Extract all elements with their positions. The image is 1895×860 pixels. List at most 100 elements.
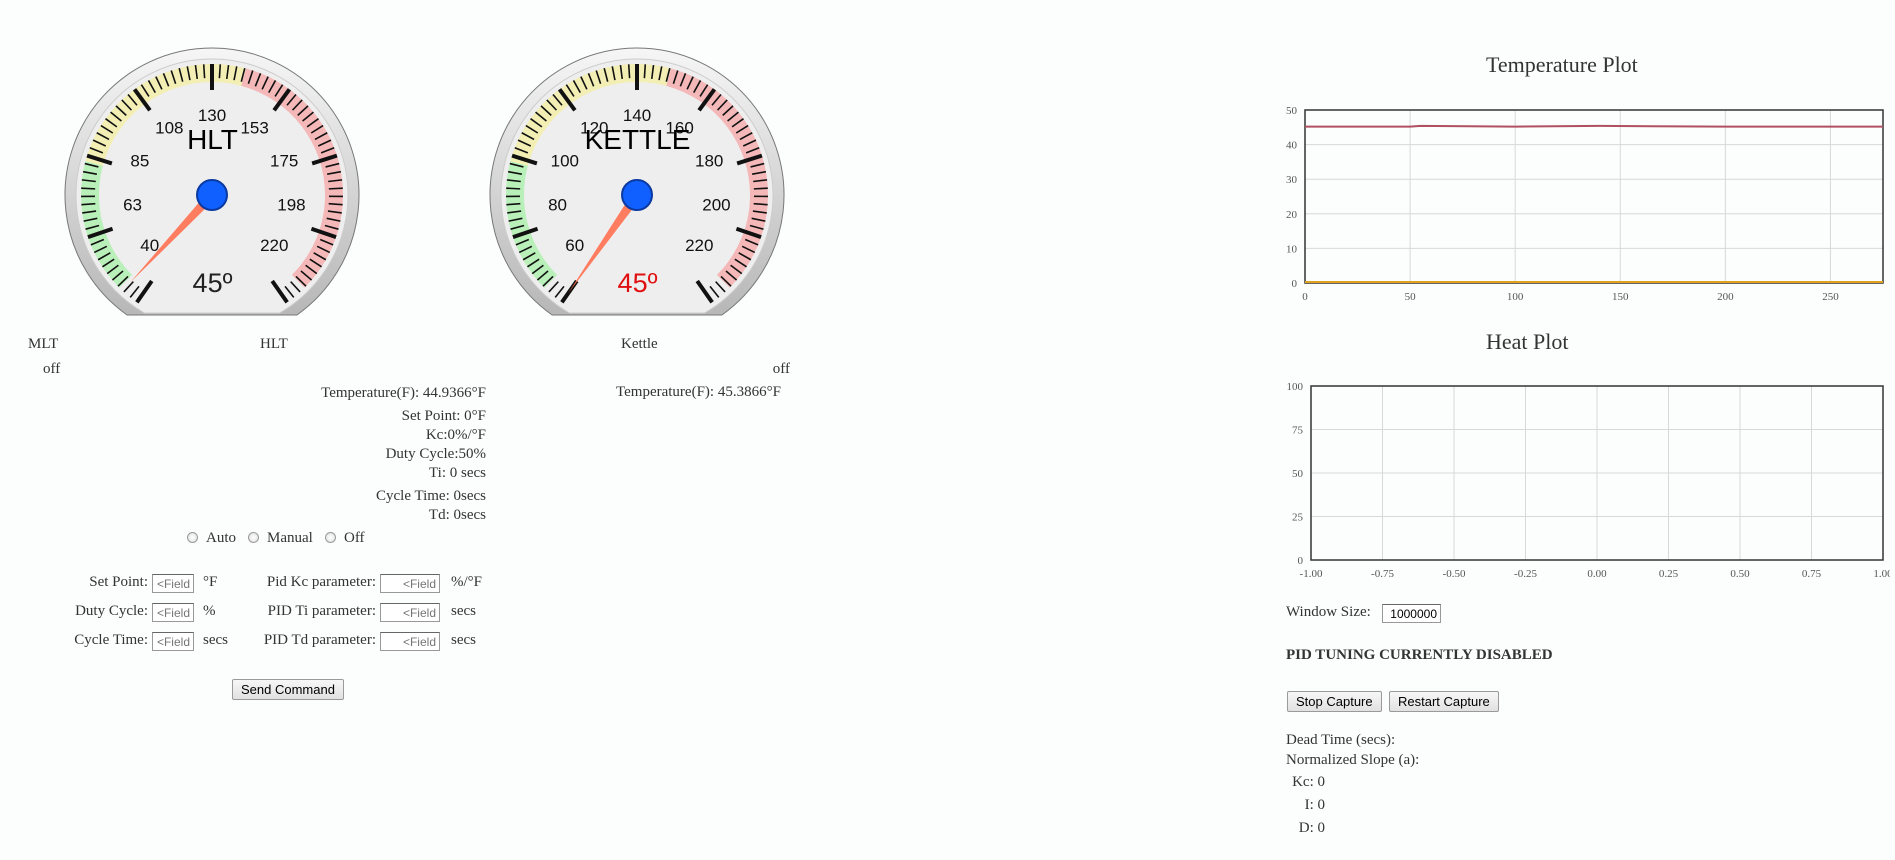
gauge-minor-tick — [302, 111, 314, 122]
y-tick-label: 0 — [1298, 555, 1304, 567]
gauge-minor-tick — [105, 118, 118, 128]
gauge-minor-tick — [317, 139, 332, 147]
y-tick-label: 10 — [1286, 243, 1298, 255]
hlt-gauge-title: HLT — [187, 124, 238, 155]
gauge-minor-tick — [709, 285, 720, 298]
gauge-minor-tick — [699, 84, 709, 97]
gauge-minor-tick — [140, 84, 150, 97]
gauge-tick-label: 85 — [130, 151, 149, 170]
gauge-minor-tick — [96, 132, 110, 141]
gauge-minor-tick — [517, 139, 532, 147]
gauge-minor-tick — [233, 66, 238, 81]
duty-cycle-input[interactable] — [152, 603, 194, 622]
gauge-minor-tick — [611, 66, 616, 81]
gauge-minor-tick — [284, 285, 295, 298]
mlt-label: MLT — [28, 336, 59, 352]
restart-capture-button[interactable]: Restart Capture — [1389, 691, 1499, 712]
x-tick-label: 0.50 — [1730, 568, 1750, 580]
gauge-minor-tick — [741, 245, 756, 254]
gauge-red-zone — [716, 195, 768, 288]
window-size-input[interactable] — [1382, 604, 1441, 623]
gauge-minor-tick — [507, 210, 522, 214]
hlt-kc: Kc:0%/°F — [425, 427, 486, 443]
gauge-minor-tick — [83, 217, 98, 222]
x-tick-label: 0.25 — [1659, 568, 1679, 580]
gauge-minor-tick — [90, 238, 105, 246]
send-command-button[interactable]: Send Command — [232, 679, 344, 700]
mode-auto-radio[interactable] — [187, 532, 198, 543]
gauge-minor-tick — [326, 170, 342, 175]
hlt-ti: Ti: 0 secs — [429, 465, 486, 481]
gauge-minor-tick — [565, 84, 575, 97]
x-tick-label: 50 — [1405, 291, 1417, 303]
y-tick-label: 50 — [1286, 105, 1298, 117]
x-tick-label: 0.75 — [1802, 568, 1822, 580]
set-point-unit: °F — [203, 574, 218, 590]
gauge-tick-label: 220 — [685, 236, 713, 255]
gauge-minor-tick — [92, 139, 107, 147]
cycle-time-input[interactable] — [152, 632, 194, 651]
temperature-plot: 0 50 100 150 200 250 0 10 20 30 40 50 — [1280, 100, 1890, 310]
x-tick-label: 0 — [1302, 291, 1308, 303]
gauge-minor-tick — [587, 73, 595, 87]
y-tick-label: 25 — [1292, 512, 1304, 524]
hlt-gauge: 40 63 85 108 130 153 175 198 220 HLT 45º — [60, 40, 365, 320]
kettle-status: off — [772, 361, 790, 377]
gauge-minor-tick — [305, 264, 318, 275]
set-point-input[interactable] — [152, 574, 194, 593]
duty-cycle-label: Duty Cycle: — [75, 603, 148, 619]
pid-ti-input[interactable] — [380, 603, 440, 622]
gauge-minor-tick — [247, 70, 254, 85]
gauge-minor-tick — [129, 285, 140, 298]
gauge-hub — [196, 179, 228, 211]
gauge-minor-tick — [100, 124, 114, 134]
mode-manual-radio[interactable] — [248, 532, 259, 543]
gauge-minor-tick — [327, 210, 342, 214]
x-tick-label: -0.25 — [1514, 568, 1537, 580]
gauge-minor-tick — [328, 179, 343, 183]
gauge-minor-tick — [750, 162, 765, 168]
gauge-minor-tick — [508, 217, 523, 222]
gauge-minor-tick — [521, 132, 535, 141]
gauge-minor-tick — [81, 202, 96, 206]
gauge-minor-tick — [82, 210, 97, 214]
x-tick-label: 0.00 — [1587, 568, 1607, 580]
gauge-minor-tick — [693, 80, 702, 94]
gauge-tick-label: 140 — [623, 106, 651, 125]
pid-kc-input[interactable] — [380, 574, 440, 593]
tuning-kc: Kc: 0 — [1292, 774, 1325, 790]
gauge-minor-tick — [509, 162, 524, 168]
gauge-major-tick — [135, 279, 154, 304]
hlt-set-point: Set Point: 0°F — [401, 408, 486, 424]
gauge-major-tick — [86, 153, 113, 166]
kettle-label: Kettle — [621, 336, 658, 352]
gauge-major-tick — [695, 279, 714, 304]
pid-td-unit: secs — [451, 632, 476, 648]
window-size-label: Window Size: — [1286, 604, 1371, 620]
stop-capture-button[interactable]: Stop Capture — [1287, 691, 1382, 712]
pid-td-input[interactable] — [380, 632, 440, 651]
gauge-minor-tick — [753, 202, 768, 206]
gauge-minor-tick — [268, 80, 277, 94]
gauge-minor-tick — [300, 270, 313, 281]
gauge-minor-tick — [722, 105, 734, 116]
gauge-minor-tick — [313, 252, 327, 261]
gauge-minor-tick — [147, 80, 156, 94]
pid-ti-unit: secs — [451, 603, 476, 619]
gauge-minor-tick — [580, 76, 588, 90]
gauge-minor-tick — [734, 258, 747, 268]
gauge-minor-tick — [515, 238, 530, 246]
gauge-minor-tick — [85, 224, 100, 230]
hlt-label: HLT — [260, 336, 288, 352]
gauge-tick-label: 200 — [702, 195, 730, 214]
gauge-minor-tick — [735, 124, 749, 134]
y-tick-label: 40 — [1286, 140, 1298, 152]
gauge-tick-label: 60 — [565, 236, 584, 255]
mode-auto-label: Auto — [206, 530, 236, 546]
gauge-minor-tick — [753, 179, 768, 183]
mode-off-radio[interactable] — [325, 532, 336, 543]
gauge-minor-tick — [320, 147, 335, 154]
normalized-slope-label: Normalized Slope (a): — [1286, 752, 1420, 768]
mode-off-label: Off — [344, 530, 365, 546]
gauge-minor-tick — [536, 270, 549, 281]
